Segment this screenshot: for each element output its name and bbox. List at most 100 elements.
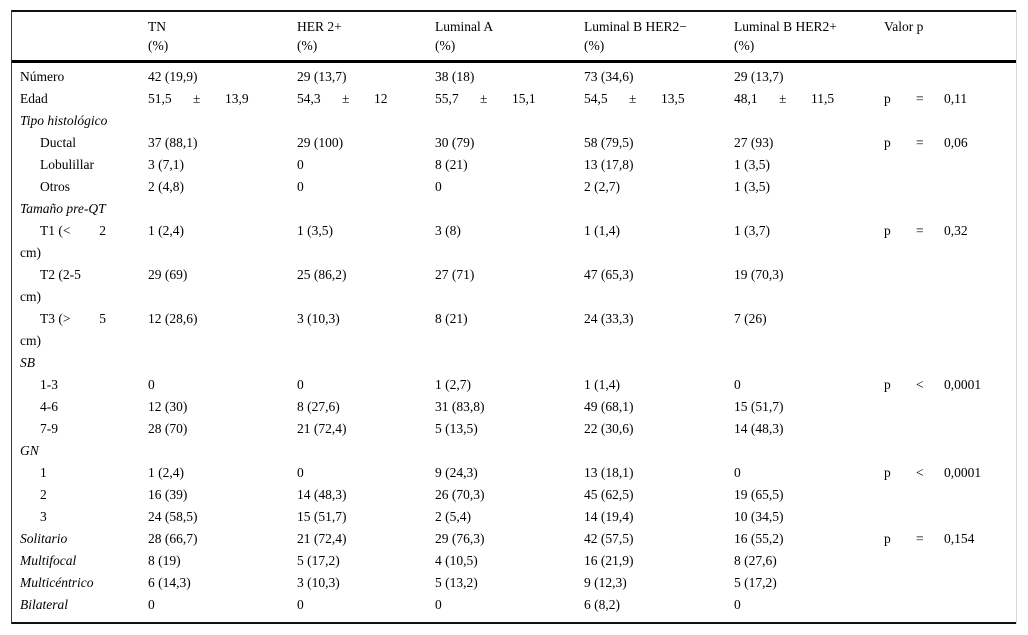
plus-minus-sign: ± <box>342 91 350 106</box>
p-value-cell: p <0,0001 <box>884 462 981 484</box>
cell-value: 26 (70,3) <box>435 487 485 502</box>
cell-value: 27 (71) <box>435 267 475 282</box>
value-mean: 48,1 <box>734 91 758 106</box>
cell-value: 8 (19) <box>148 553 181 568</box>
cell-value: 0 <box>148 597 155 612</box>
cell-value: 30 (79) <box>435 135 475 150</box>
column-header-unit: (%) <box>734 38 755 53</box>
p-value-cell: p = 0,32 <box>884 220 968 242</box>
column-header-luminal-b-her2: Luminal B HER2− (%) <box>584 17 687 55</box>
cell-value: 10 (34,5) <box>734 509 784 524</box>
value-sd: 13,5 <box>661 91 685 106</box>
cell-value: 15 (51,7) <box>297 509 347 524</box>
table-body: Número 42 (19,9) 29 (13,7) 38 (18) 73 (34,6)… <box>0 63 1028 616</box>
cell-value: 24 (33,3) <box>584 311 634 326</box>
cell-value: 21 (72,4) <box>297 421 347 436</box>
cell-value: 1 (3,5) <box>297 223 333 238</box>
cell-value: 5 (13,2) <box>435 575 478 590</box>
row-label-part: 2 <box>99 223 106 238</box>
column-header-label: HER 2+ <box>297 19 342 34</box>
row-label: 7-9 <box>40 421 58 436</box>
table-left-rule <box>11 10 12 624</box>
row-label-continuation: cm) <box>20 245 41 260</box>
column-header-unit: (%) <box>297 38 318 53</box>
p-operator: = <box>916 91 924 106</box>
row-label-part: T1 (< <box>40 223 71 238</box>
cell-value: 2 (5,4) <box>435 509 471 524</box>
p-operator: = <box>916 223 924 238</box>
cell-value: 0 <box>734 465 741 480</box>
cell-value: 14 (19,4) <box>584 509 634 524</box>
row-label-part: 5 <box>99 311 106 326</box>
cell-value: 37 (88,1) <box>148 135 198 150</box>
cell-value: 9 (24,3) <box>435 465 478 480</box>
column-header-label: Luminal B HER2+ <box>734 19 837 34</box>
cell-value: 54,3 ±12 <box>297 88 388 110</box>
cell-value: 1 (2,4) <box>148 465 184 480</box>
cell-value: 27 (93) <box>734 135 774 150</box>
table-row-t1-2: T1 (< 2 cm) 1 (2,4) 1 (3,5) 3 (8) 1 (1,4) 1 (3,… <box>0 220 1028 264</box>
cell-value: 8 (21) <box>435 311 468 326</box>
row-label: Número <box>20 69 65 84</box>
cell-value: 29 (100) <box>297 135 344 150</box>
cell-value: 0 <box>435 179 442 194</box>
cell-value: 38 (18) <box>435 69 475 84</box>
p-value: 0,06 <box>944 135 968 150</box>
cell-value: 5 (17,2) <box>297 553 340 568</box>
value-sd: 11,5 <box>811 91 835 106</box>
row-label: 1 <box>40 465 47 480</box>
cell-value: 8 (27,6) <box>734 553 777 568</box>
table-row-tipo-histologico: Tipo histológico <box>0 110 1028 132</box>
table-header-row: TN (%) HER 2+ (%) Luminal A (%) Luminal B HER2… <box>0 17 1028 57</box>
cell-value: 0 <box>297 179 304 194</box>
cell-value: 29 (13,7) <box>734 69 784 84</box>
cell-value: 4 (10,5) <box>435 553 478 568</box>
cell-value: 6 (14,3) <box>148 575 191 590</box>
column-header-unit: (%) <box>584 38 605 53</box>
cell-value: 8 (21) <box>435 157 468 172</box>
table-row-7-9: 7-9 28 (70) 21 (72,4) 5 (13,5) 22 (30,6) 14 (… <box>0 418 1028 440</box>
value-mean: 55,7 <box>435 91 459 106</box>
section-label: Tamaño pre-QT <box>20 201 106 216</box>
row-label: Otros <box>40 179 70 194</box>
cell-value: 0 <box>297 465 304 480</box>
column-header-unit: (%) <box>435 38 456 53</box>
column-header-label: TN <box>148 19 166 34</box>
value-mean: 54,3 <box>297 91 321 106</box>
table-row-tamano-pre-qt: Tamaño pre-QT <box>0 198 1028 220</box>
row-label: 1-3 <box>40 377 58 392</box>
cell-value: 3 (10,3) <box>297 575 340 590</box>
cell-value: 1 (1,4) <box>584 377 620 392</box>
p-value-cell: p = 0,06 <box>884 132 968 154</box>
plus-minus-sign: ± <box>629 91 637 106</box>
cell-value: 58 (79,5) <box>584 135 634 150</box>
cell-value: 14 (48,3) <box>297 487 347 502</box>
value-mean: 54,5 <box>584 91 608 106</box>
cell-value: 48,1 ±11,5 <box>734 88 834 110</box>
table-row-1-3: 1-3 0 0 1 (2,7) 1 (1,4) 0 p <0,0001 <box>0 374 1028 396</box>
row-label: T1 (< 2 <box>40 220 106 242</box>
table-top-rule <box>11 10 1016 12</box>
row-label: 3 <box>40 509 47 524</box>
p-operator: = <box>916 531 924 546</box>
cell-value: 0 <box>297 157 304 172</box>
p-value: 0,32 <box>944 223 968 238</box>
cell-value: 31 (83,8) <box>435 399 485 414</box>
p-symbol: p <box>884 377 891 392</box>
table-row-t3-5: T3 (> 5 cm) 12 (28,6) 3 (10,3) 8 (21) 24 (33,3… <box>0 308 1028 352</box>
column-header-label: Valor p <box>884 19 924 34</box>
table-bottom-rule <box>11 622 1016 624</box>
value-sd: 12 <box>374 91 388 106</box>
cell-value: 19 (70,3) <box>734 267 784 282</box>
cell-value: 0 <box>297 597 304 612</box>
table-row-multicentrico: Multicéntrico 6 (14,3) 3 (10,3) 5 (13,2) 9 (… <box>0 572 1028 594</box>
table-row-otros: Otros 2 (4,8) 0 0 2 (2,7) 1 (3,5) <box>0 176 1028 198</box>
p-value-cell: p <0,0001 <box>884 374 981 396</box>
column-header-tn: TN (%) <box>148 17 168 55</box>
table-row-solitario: Solitario 28 (66,7) 21 (72,4) 29 (76,3) 42 (… <box>0 528 1028 550</box>
p-symbol: p <box>884 223 891 238</box>
section-label: GN <box>20 443 39 458</box>
table-row-gn: GN <box>0 440 1028 462</box>
cell-value: 2 (4,8) <box>148 179 184 194</box>
row-label-part: T3 (> <box>40 311 71 326</box>
